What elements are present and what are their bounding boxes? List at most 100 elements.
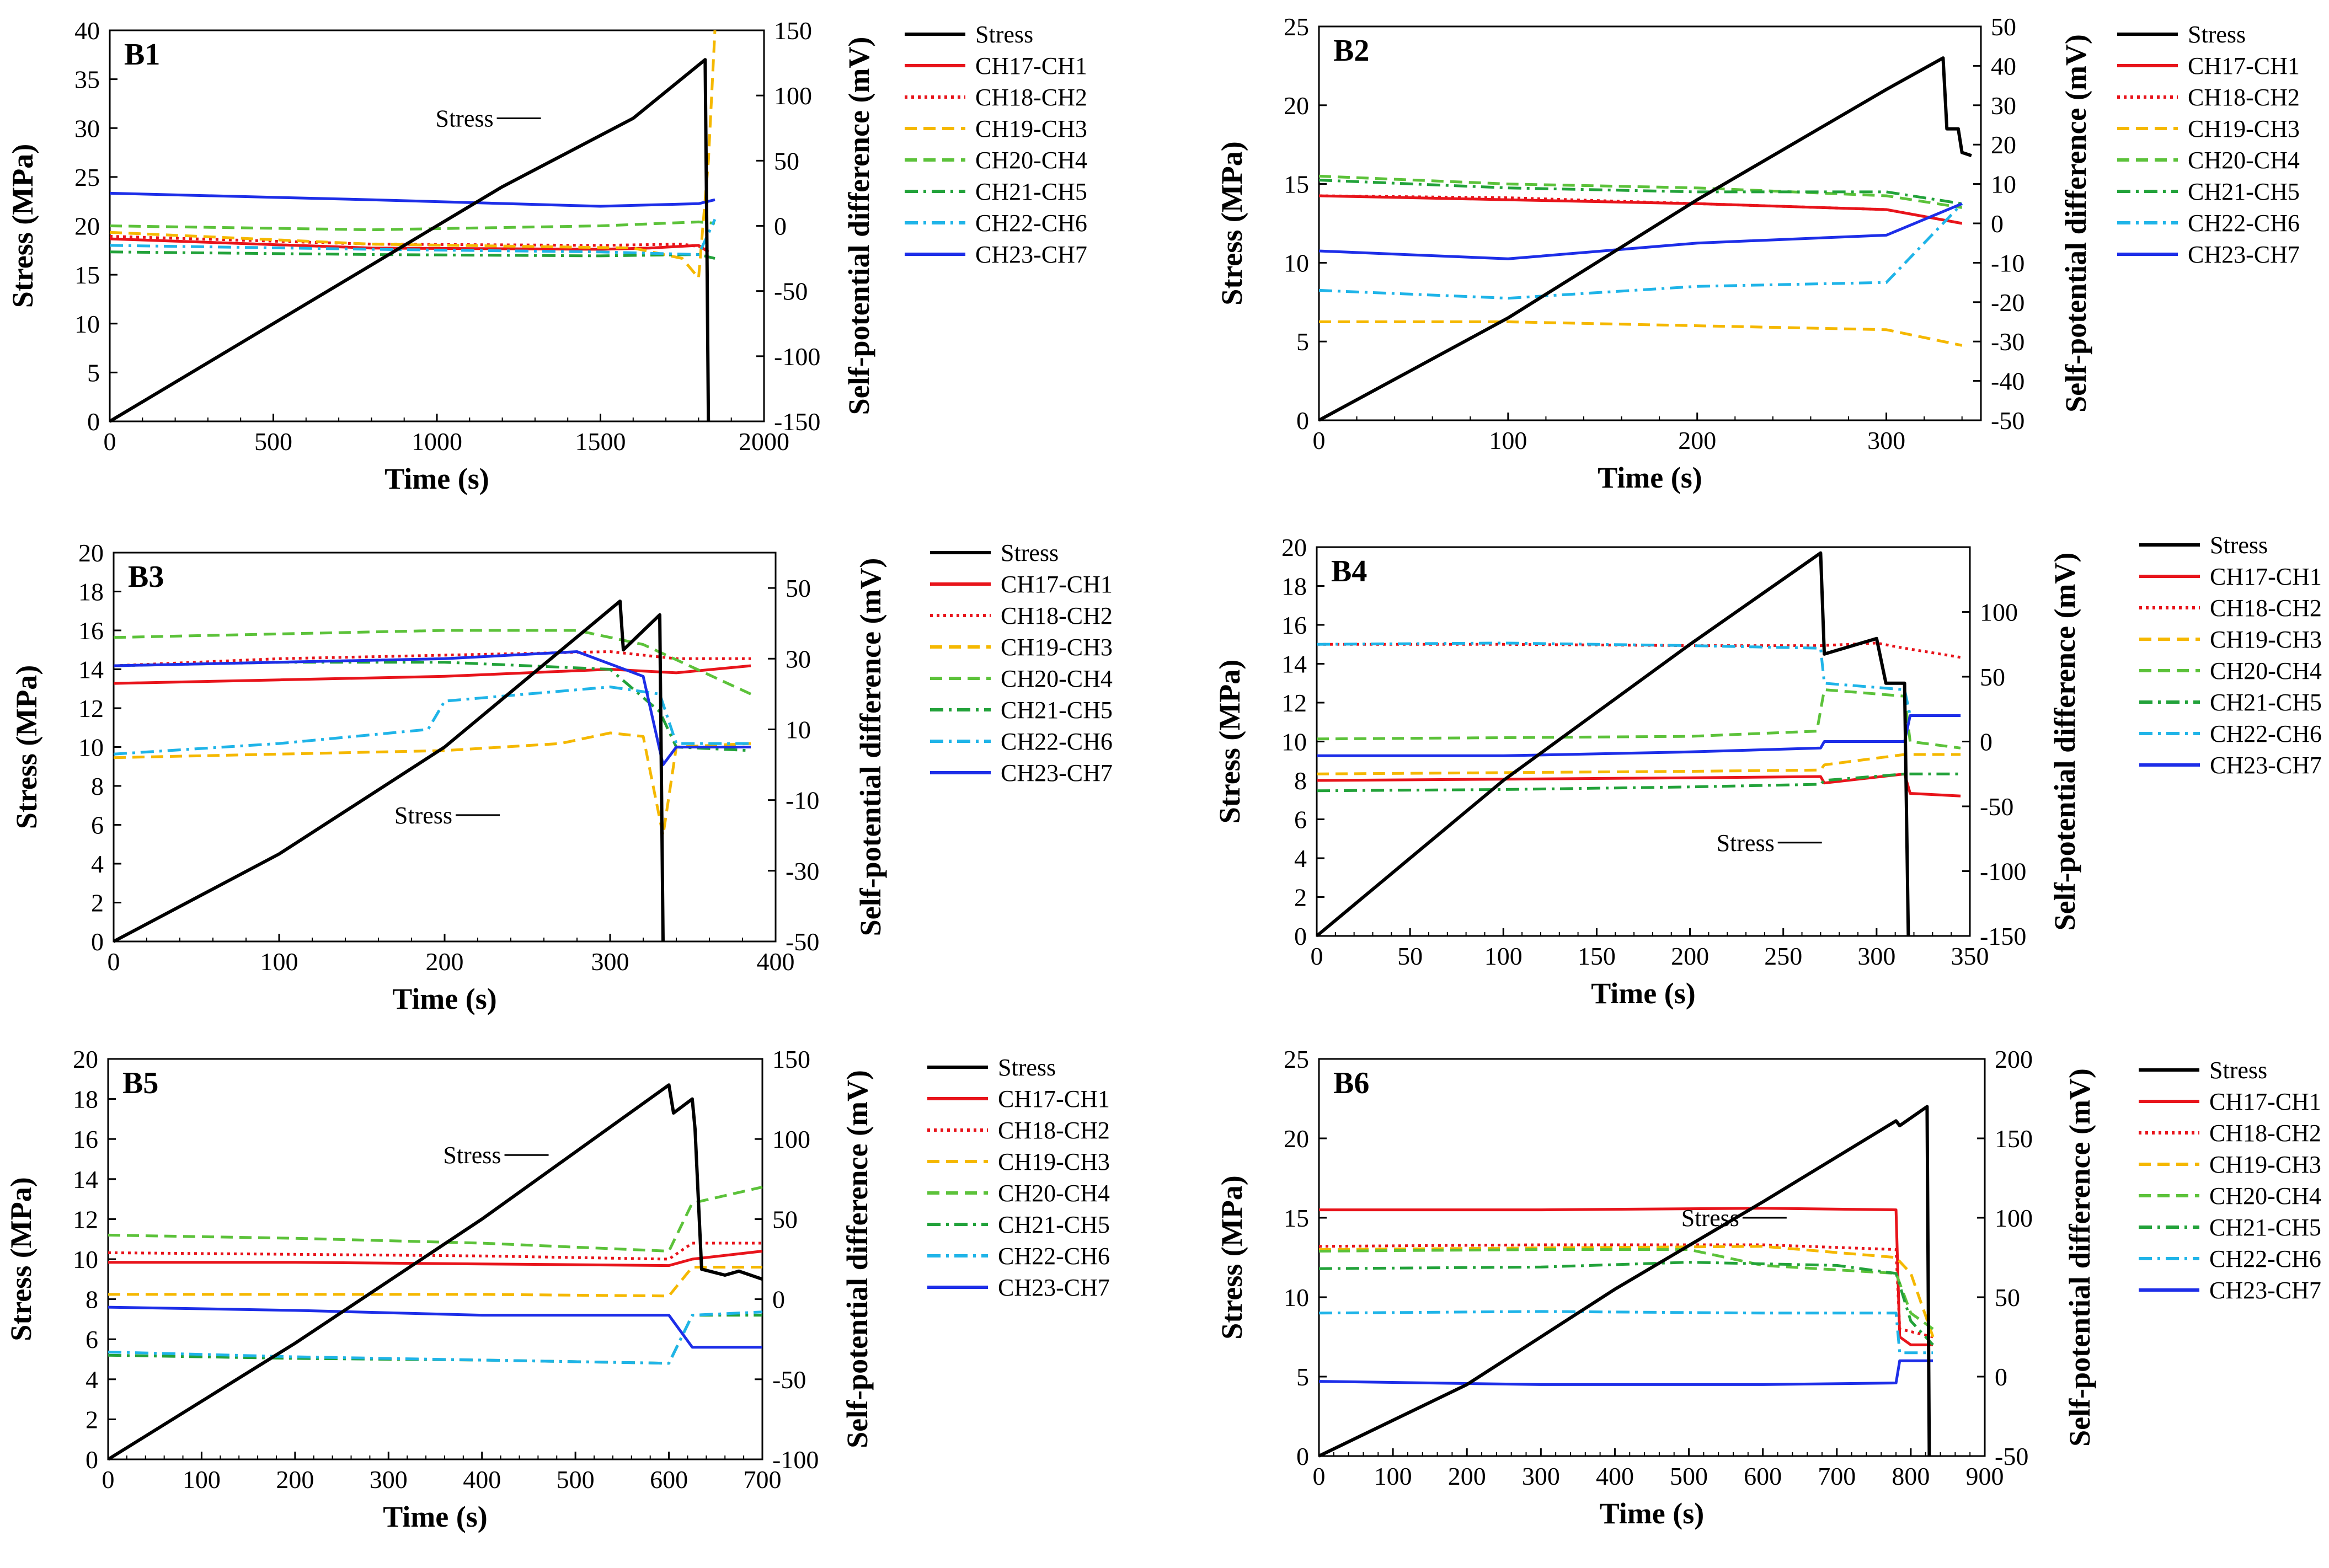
legend-label-ch21-ch5: CH21-CH5 <box>2210 689 2322 716</box>
y-right-axis-title: Self-potential difference (mV) <box>2063 1068 2096 1447</box>
y-right-tick-label: -100 <box>774 343 820 371</box>
x-tick-label: 400 <box>757 948 795 976</box>
series-line-ch21-ch5 <box>109 250 715 260</box>
y-left-tick-label: 20 <box>1281 533 1307 561</box>
x-tick-label: 400 <box>1596 1462 1634 1490</box>
x-tick-label: 200 <box>426 948 464 976</box>
y-left-tick-label: 20 <box>1284 1125 1309 1153</box>
y-left-axis-title: Stress (MPa) <box>1215 1175 1248 1339</box>
x-tick-label: 2000 <box>739 427 789 456</box>
y-right-tick-label: -30 <box>1991 328 2024 356</box>
series-line-ch22-ch6 <box>109 218 717 256</box>
y-right-tick-label: 200 <box>1995 1045 2033 1073</box>
y-right-tick-label: 50 <box>1991 13 2016 41</box>
y-left-tick-label: 12 <box>73 1205 98 1233</box>
series-line-ch19-ch3 <box>1319 320 1963 347</box>
y-left-tick-label: 4 <box>91 850 104 878</box>
legend-label-ch23-ch7: CH23-CH7 <box>975 241 1087 268</box>
x-tick-label: 0 <box>104 427 116 456</box>
y-right-axis-title: Self-potential difference (mV) <box>2059 34 2092 413</box>
y-left-axis-title: Stress (MPa) <box>1215 141 1248 305</box>
y-left-tick-label: 20 <box>1284 92 1309 120</box>
x-tick-label: 0 <box>1313 426 1326 454</box>
panel-title: B5 <box>122 1066 158 1100</box>
y-right-tick-label: -150 <box>1980 922 2026 950</box>
legend-label-ch18-ch2: CH18-CH2 <box>2209 1120 2321 1147</box>
legend-label-ch17-ch1: CH17-CH1 <box>975 52 1087 79</box>
series-line-ch21-ch5 <box>108 1314 762 1365</box>
y-left-tick-label: 10 <box>78 734 104 762</box>
legend-label-ch20-ch4: CH20-CH4 <box>998 1180 1110 1207</box>
y-left-tick-label: 2 <box>91 889 104 917</box>
legend-label-ch21-ch5: CH21-CH5 <box>2209 1214 2321 1241</box>
y-right-tick-label: -100 <box>1980 858 2026 886</box>
y-left-axis-title: Stress (MPa) <box>1213 660 1246 823</box>
y-left-tick-label: 18 <box>78 578 104 606</box>
y-right-tick-label: 0 <box>1991 210 2004 238</box>
x-tick-label: 300 <box>1857 942 1895 970</box>
series-line-ch23-ch7 <box>1318 202 1963 260</box>
y-left-tick-label: 15 <box>74 261 100 289</box>
y-right-tick-label: 100 <box>1980 598 2018 627</box>
series-line-ch19-ch3 <box>113 731 751 837</box>
y-left-axis-title: Stress (MPa) <box>10 665 43 829</box>
legend-label-ch18-ch2: CH18-CH2 <box>975 84 1087 111</box>
series-line-ch23-ch7 <box>109 191 715 208</box>
y-left-tick-label: 10 <box>1284 1283 1309 1312</box>
panel-title: B6 <box>1333 1066 1369 1100</box>
legend-label-ch17-ch1: CH17-CH1 <box>2210 563 2322 590</box>
y-right-tick-label: -100 <box>772 1446 819 1474</box>
series-line-stress <box>1318 56 1972 422</box>
x-axis-title: Time (s) <box>384 462 489 495</box>
y-right-tick-label: 30 <box>1991 92 2016 120</box>
y-left-tick-label: 0 <box>86 1446 98 1474</box>
y-right-tick-label: 10 <box>1991 170 2016 199</box>
y-left-tick-label: 20 <box>73 1045 98 1073</box>
series-line-ch22-ch6 <box>108 1310 763 1365</box>
legend-label-ch21-ch5: CH21-CH5 <box>975 178 1087 205</box>
x-tick-label: 0 <box>1311 942 1323 970</box>
panel-title: B4 <box>1331 554 1367 588</box>
x-tick-label: 200 <box>1678 426 1716 454</box>
legend-label-ch20-ch4: CH20-CH4 <box>1001 665 1113 692</box>
x-tick-label: 800 <box>1892 1462 1930 1490</box>
y-left-tick-label: 6 <box>86 1325 98 1353</box>
series-line-ch19-ch3 <box>1318 1245 1935 1337</box>
series-line-ch22-ch6 <box>1318 1310 1933 1355</box>
y-right-tick-label: 100 <box>774 82 812 110</box>
x-tick-label: 700 <box>744 1465 782 1494</box>
series-line-ch23-ch7 <box>1317 714 1961 757</box>
y-left-tick-label: 14 <box>78 656 104 684</box>
series-line-stress <box>1316 551 1910 938</box>
series-line-ch18-ch2 <box>1318 1243 1933 1339</box>
y-right-tick-label: -50 <box>1980 793 2013 821</box>
y-right-tick-label: -50 <box>1991 406 2024 435</box>
x-tick-label: 100 <box>260 948 298 976</box>
y-right-tick-label: -150 <box>774 408 820 436</box>
y-right-tick-label: 0 <box>774 212 787 240</box>
y-right-axis-title: Self-potential difference (mV) <box>2048 553 2081 931</box>
legend-label-ch17-ch1: CH17-CH1 <box>2209 1088 2321 1115</box>
x-tick-label: 200 <box>1671 942 1709 970</box>
legend-label-ch23-ch7: CH23-CH7 <box>2188 241 2300 268</box>
legend-label-ch20-ch4: CH20-CH4 <box>2188 147 2300 174</box>
y-left-tick-label: 0 <box>1294 922 1307 950</box>
x-tick-label: 350 <box>1951 942 1989 970</box>
x-tick-label: 600 <box>1744 1462 1782 1490</box>
stress-annotation: Stress <box>1717 830 1775 857</box>
x-tick-label: 0 <box>102 1465 115 1494</box>
y-right-tick-label: 50 <box>786 574 811 602</box>
x-tick-label: 0 <box>1313 1462 1326 1490</box>
x-tick-label: 500 <box>254 427 292 456</box>
series-line-ch19-ch3 <box>108 1266 762 1298</box>
x-tick-label: 200 <box>1448 1462 1486 1490</box>
y-left-tick-label: 4 <box>86 1366 98 1394</box>
legend-label-ch19-ch3: CH19-CH3 <box>975 115 1087 142</box>
y-left-tick-label: 14 <box>73 1165 98 1194</box>
legend-label-ch17-ch1: CH17-CH1 <box>2188 52 2300 79</box>
series-line-ch17-ch1 <box>108 1250 763 1267</box>
y-right-tick-label: 0 <box>772 1286 785 1314</box>
legend-label-ch22-ch6: CH22-CH6 <box>975 210 1087 237</box>
y-left-tick-label: 10 <box>1284 249 1309 277</box>
series-line-ch20-ch4 <box>109 220 715 232</box>
